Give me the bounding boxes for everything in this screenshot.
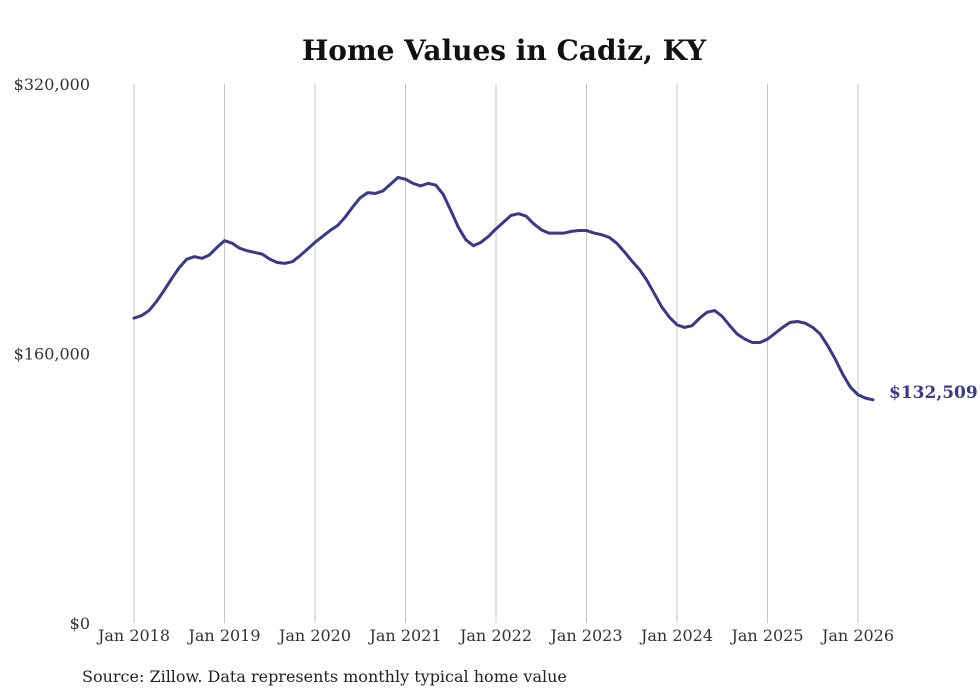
x-tick-label-1: Jan 2019 <box>186 626 260 645</box>
y-tick-label-2: $320,000 <box>14 75 90 94</box>
y-tick-label-0: $0 <box>70 614 90 633</box>
x-tick-label-6: Jan 2024 <box>639 626 713 645</box>
x-tick-label-0: Jan 2018 <box>96 626 170 645</box>
chart-title: Home Values in Cadiz, KY <box>302 34 707 67</box>
x-tick-label-4: Jan 2022 <box>458 626 532 645</box>
y-axis-ticks: $0 $160,000 $320,000 <box>14 75 90 633</box>
x-tick-label-7: Jan 2025 <box>729 626 803 645</box>
x-tick-label-2: Jan 2020 <box>277 626 351 645</box>
x-tick-label-5: Jan 2023 <box>548 626 622 645</box>
end-value-label: $132,509 <box>889 383 978 403</box>
series-line-home-value <box>132 175 875 402</box>
x-tick-label-3: Jan 2021 <box>367 626 441 645</box>
x-tick-label-8: Jan 2026 <box>820 626 894 645</box>
gridlines <box>133 84 859 623</box>
y-tick-label-1: $160,000 <box>14 345 90 364</box>
x-axis-ticks: Jan 2018 Jan 2019 Jan 2020 Jan 2021 Jan 2022… <box>96 626 894 645</box>
source-note: Source: Zillow. Data represents monthly … <box>82 667 567 686</box>
